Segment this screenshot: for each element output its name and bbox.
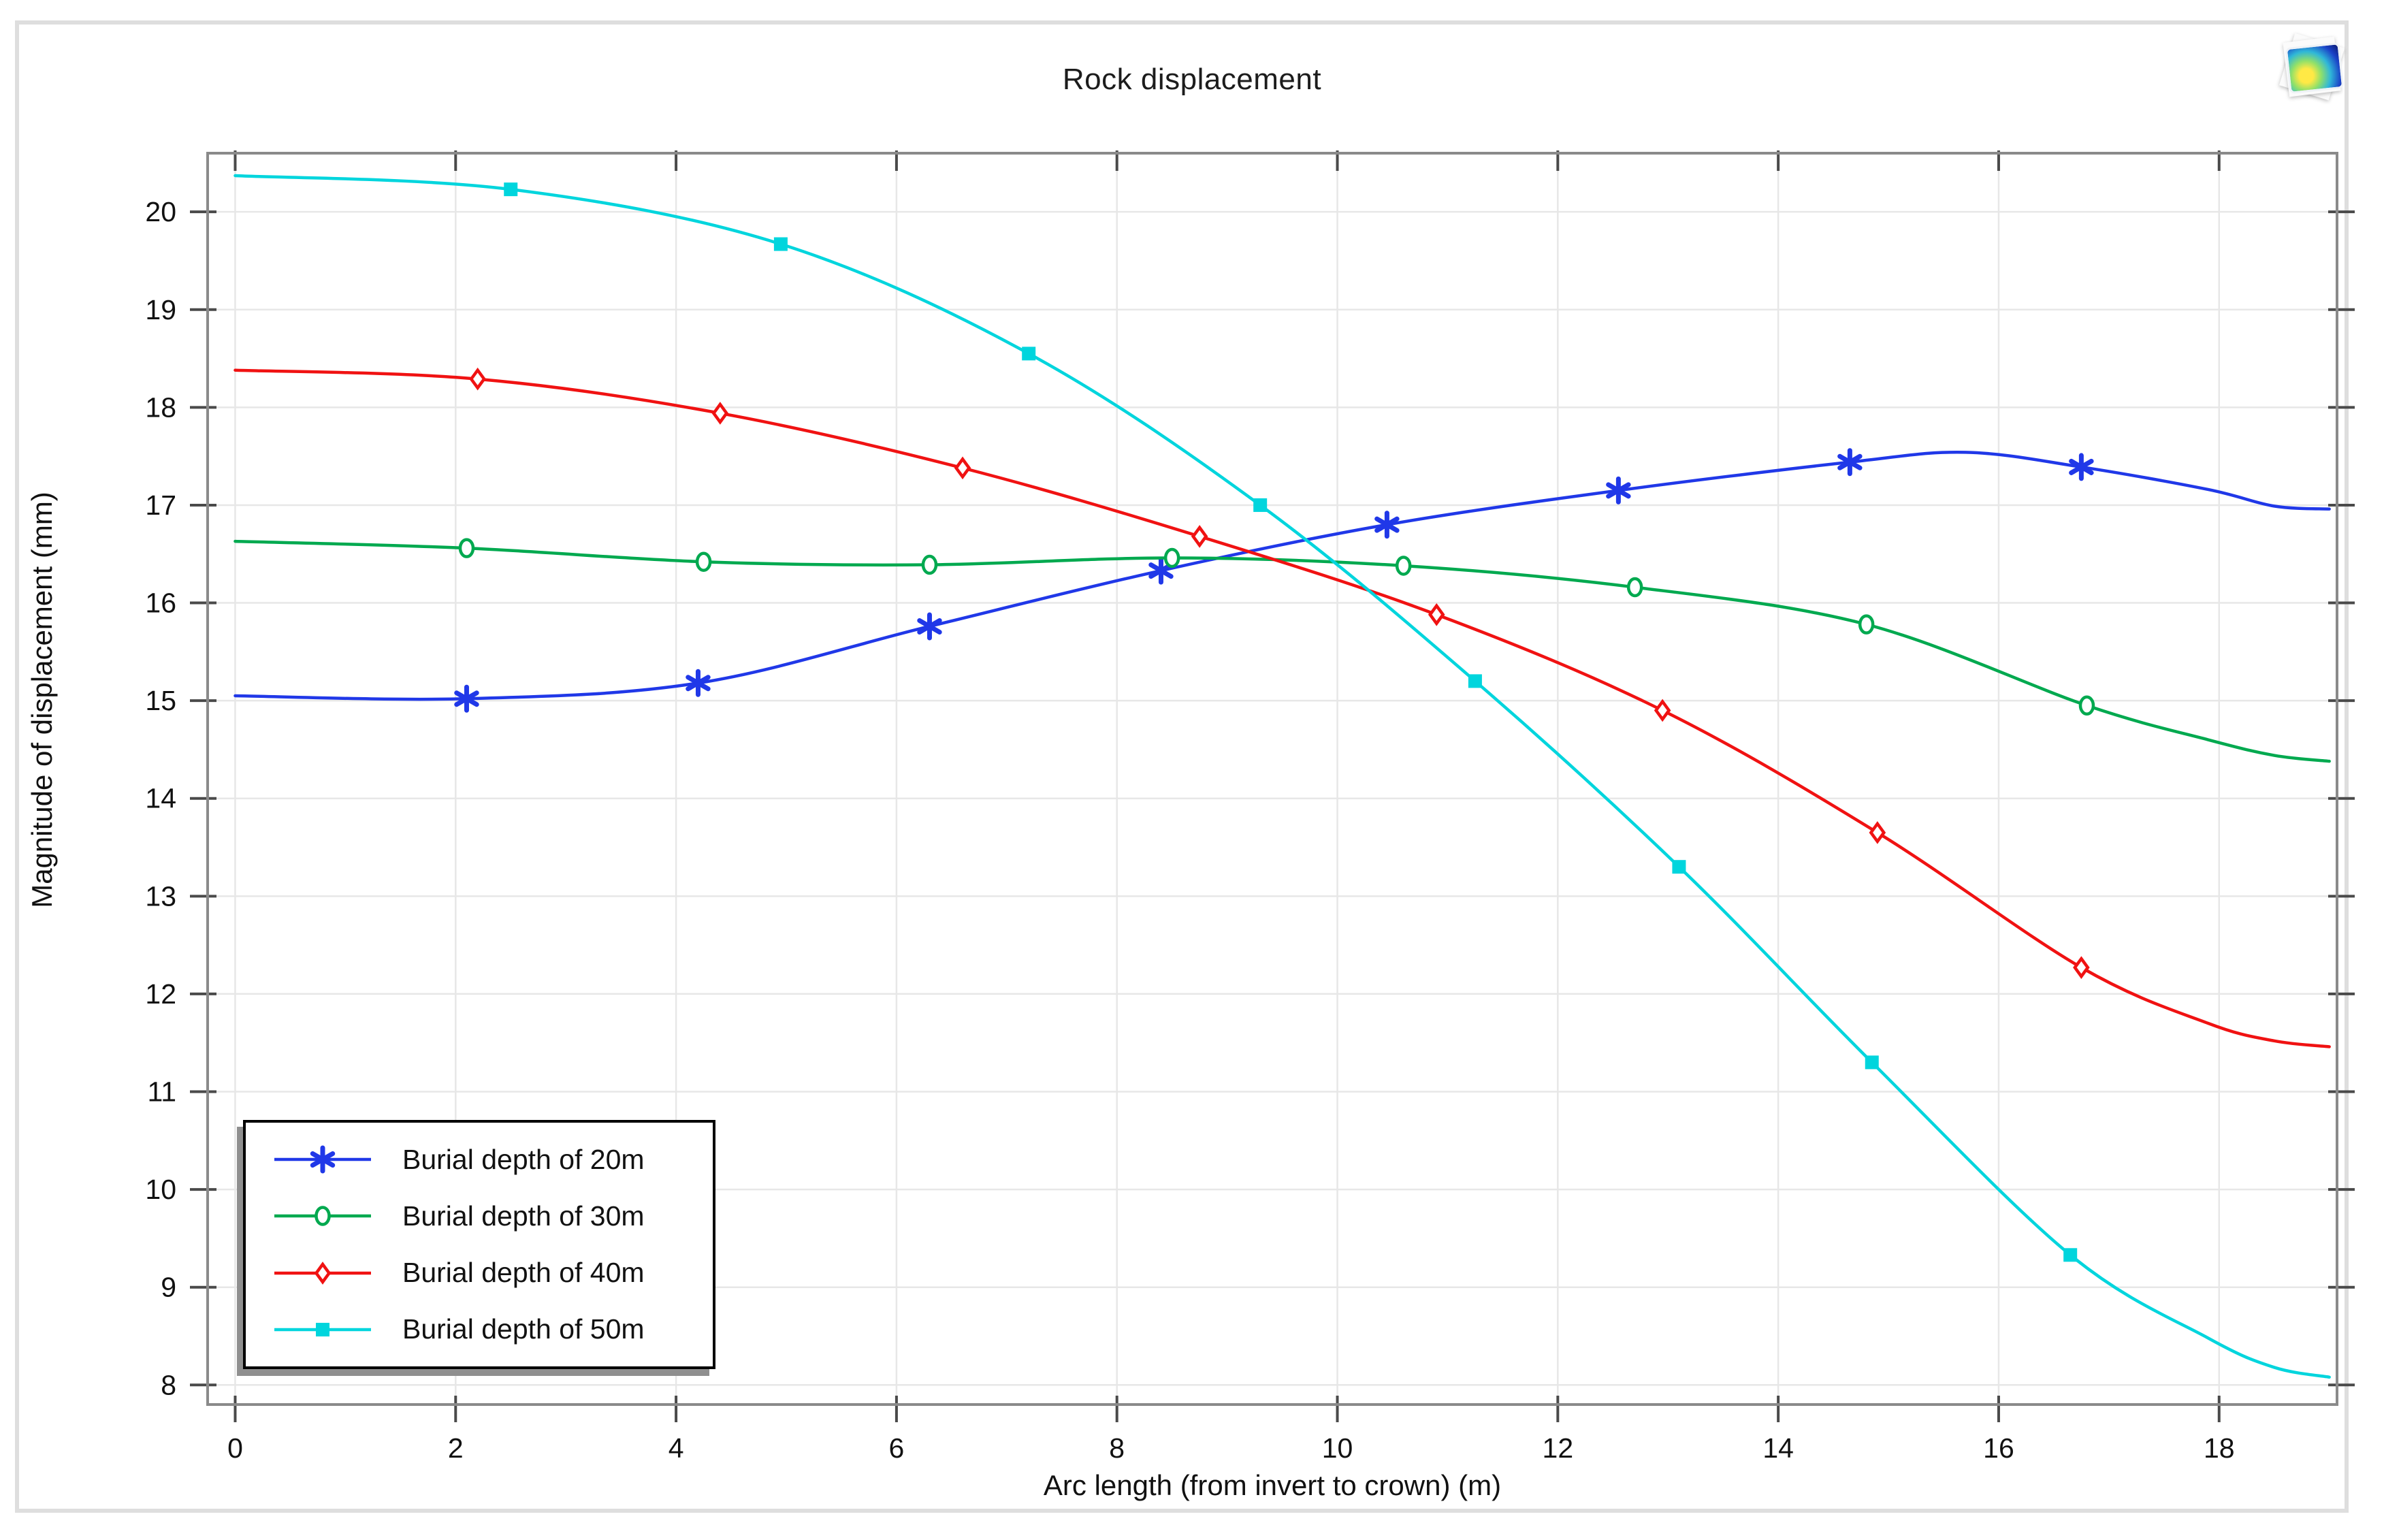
legend-item: Burial depth of 50m xyxy=(272,1303,713,1356)
legend-sample-diamond xyxy=(274,1261,371,1285)
legend-sample-asterisk xyxy=(274,1145,371,1174)
legend-item: Burial depth of 20m xyxy=(272,1133,713,1186)
y-tick-label: 10 xyxy=(145,1174,176,1205)
y-tick-label: 20 xyxy=(145,196,176,227)
chart-title: Rock displacement xyxy=(1062,63,1322,96)
series-line xyxy=(233,368,2331,1048)
series-burial-depth-of-20m xyxy=(233,448,2331,713)
y-tick-label: 11 xyxy=(147,1076,176,1108)
series-burial-depth-of-40m xyxy=(233,367,2331,1048)
y-tick-label: 16 xyxy=(145,588,176,619)
series-burial-depth-of-50m xyxy=(233,174,2331,1379)
x-tick-label: 4 xyxy=(669,1432,684,1464)
x-tick-label: 10 xyxy=(1322,1432,1353,1464)
series-line xyxy=(233,539,2331,763)
legend-label: Burial depth of 40m xyxy=(402,1257,645,1289)
legend-sample-circle xyxy=(274,1206,371,1227)
plot-gridlines xyxy=(208,153,2337,1405)
x-tick-label: 6 xyxy=(888,1432,904,1464)
x-axis-title: Arc length (from invert to crown) (m) xyxy=(1043,1469,1502,1501)
y-tick-label: 14 xyxy=(145,783,176,814)
x-tick-label: 14 xyxy=(1762,1432,1794,1464)
legend-label: Burial depth of 30m xyxy=(402,1200,645,1232)
legend-item: Burial depth of 40m xyxy=(272,1247,713,1300)
chart-legend: Burial depth of 20m Burial depth of 30m Bu… xyxy=(243,1120,715,1369)
plot-frame xyxy=(206,152,2338,1406)
y-tick-label: 8 xyxy=(161,1369,176,1400)
series-line xyxy=(233,451,2331,701)
series-burial-depth-of-30m xyxy=(233,538,2331,763)
legend-sample-square xyxy=(274,1322,371,1336)
y-tick-label: 13 xyxy=(145,880,176,912)
legend-label: Burial depth of 50m xyxy=(402,1313,645,1345)
y-tick-label: 19 xyxy=(145,294,176,325)
legend-label: Burial depth of 20m xyxy=(402,1143,645,1175)
y-tick-label: 17 xyxy=(145,490,176,521)
x-tick-label: 18 xyxy=(2204,1432,2235,1464)
x-tick-label: 16 xyxy=(1983,1432,2014,1464)
tick-labels: 0 2 4 6 8 10 12 14 16 18 8 9 10 11 12 13 14 15 16 17 18 19 20 xyxy=(145,196,2234,1464)
x-tick-label: 12 xyxy=(1543,1432,1574,1464)
x-tick-label: 0 xyxy=(227,1432,243,1464)
y-tick-label: 12 xyxy=(145,978,176,1010)
x-tick-label: 2 xyxy=(448,1432,464,1464)
x-tick-label: 8 xyxy=(1109,1432,1125,1464)
y-tick-label: 15 xyxy=(145,685,176,716)
y-tick-label: 9 xyxy=(161,1272,176,1303)
y-tick-label: 18 xyxy=(145,391,176,423)
y-axis-title: Magnitude of displacement (mm) xyxy=(26,492,58,908)
legend-item: Burial depth of 30m xyxy=(272,1189,713,1242)
